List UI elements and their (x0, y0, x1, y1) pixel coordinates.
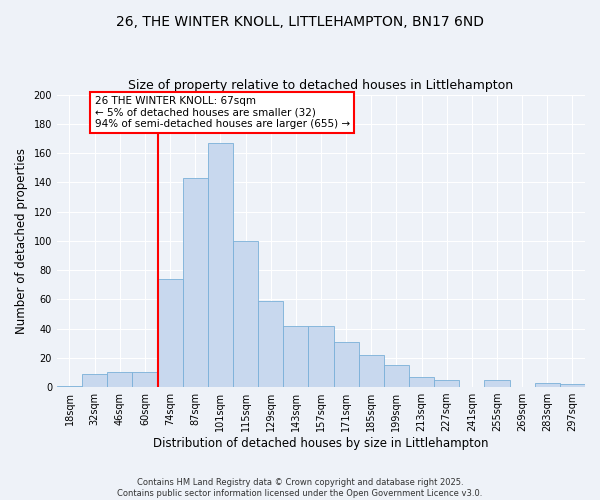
Bar (359, 355, 384, 387)
Bar (107, 372, 133, 387)
Title: Size of property relative to detached houses in Littlehampton: Size of property relative to detached ho… (128, 79, 514, 92)
Bar (82, 374, 107, 387)
Bar (308, 326, 334, 387)
Bar (258, 301, 283, 387)
Bar (57, 386, 82, 387)
Bar (208, 143, 233, 387)
Bar (535, 382, 560, 387)
Bar (233, 241, 258, 387)
Bar (133, 372, 158, 387)
Bar (434, 380, 459, 387)
Y-axis label: Number of detached properties: Number of detached properties (15, 148, 28, 334)
Bar (409, 377, 434, 387)
Text: 26 THE WINTER KNOLL: 67sqm
← 5% of detached houses are smaller (32)
94% of semi-: 26 THE WINTER KNOLL: 67sqm ← 5% of detac… (95, 96, 350, 129)
Bar (182, 178, 208, 387)
Text: Contains HM Land Registry data © Crown copyright and database right 2025.
Contai: Contains HM Land Registry data © Crown c… (118, 478, 482, 498)
Bar (384, 365, 409, 387)
Bar (158, 279, 182, 387)
Bar (334, 342, 359, 387)
Bar (560, 384, 585, 387)
Text: 26, THE WINTER KNOLL, LITTLEHAMPTON, BN17 6ND: 26, THE WINTER KNOLL, LITTLEHAMPTON, BN1… (116, 15, 484, 29)
Bar (484, 380, 509, 387)
Bar (283, 326, 308, 387)
X-axis label: Distribution of detached houses by size in Littlehampton: Distribution of detached houses by size … (153, 437, 489, 450)
